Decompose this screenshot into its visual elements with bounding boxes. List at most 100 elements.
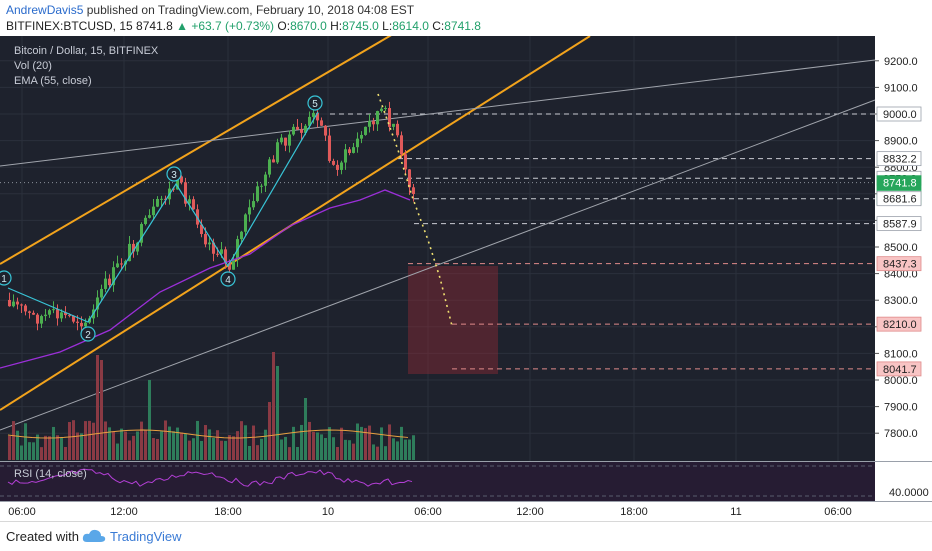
- volume-bar: [224, 440, 227, 460]
- volume-bar: [384, 446, 387, 460]
- candle: [56, 309, 59, 319]
- tradingview-brand-link[interactable]: TradingView: [110, 529, 182, 544]
- candle: [388, 108, 391, 127]
- candle: [80, 322, 83, 327]
- elliott-wave-path: [7, 111, 319, 323]
- time-tick-label: 06:00: [824, 506, 852, 518]
- created-with-text: Created with: [6, 529, 79, 544]
- volume-bar: [232, 436, 235, 460]
- volume-bar: [392, 438, 395, 460]
- upper-trendline: [0, 59, 876, 167]
- volume-bar: [40, 447, 43, 460]
- volume-bar: [288, 447, 291, 460]
- volume-bar: [388, 424, 391, 460]
- price-tag: [876, 216, 922, 232]
- tradingview-cloud-icon: [82, 529, 106, 542]
- candle: [284, 137, 287, 146]
- volume-bar: [360, 426, 363, 460]
- price-tick-label: 8400.0: [884, 269, 918, 281]
- published-text: published on TradingView.com, February 1…: [86, 3, 415, 17]
- candle: [364, 126, 367, 135]
- volume-bar: [368, 425, 371, 460]
- volume-bar: [356, 423, 359, 460]
- footer: Created with TradingView: [0, 521, 932, 551]
- price-tag-label: 8741.8: [883, 178, 917, 190]
- volume-bar: [168, 426, 171, 460]
- candle: [308, 116, 311, 126]
- candle: [116, 263, 119, 268]
- volume-bar: [76, 432, 79, 460]
- volume-bars: [7, 352, 415, 460]
- volume-bar: [156, 438, 159, 460]
- candle: [264, 174, 267, 186]
- candle: [368, 121, 371, 127]
- chart-legend: Bitcoin / Dollar, 15, BITFINEX Vol (20) …: [14, 45, 159, 87]
- price-tag: [876, 151, 922, 167]
- candle: [292, 126, 295, 135]
- candle: [248, 207, 251, 215]
- candle: [372, 121, 375, 125]
- candle: [112, 267, 115, 286]
- author-link[interactable]: AndrewDavis5: [6, 3, 84, 17]
- volume-bar: [332, 437, 335, 460]
- candle: [396, 123, 399, 136]
- price-tag-label: 8210.0: [883, 319, 917, 331]
- candle: [376, 111, 379, 125]
- volume-bar: [148, 380, 151, 460]
- candle: [324, 125, 327, 136]
- candle: [176, 176, 179, 190]
- candle: [96, 297, 99, 310]
- candle: [336, 164, 339, 170]
- candle: [48, 310, 51, 315]
- candle: [340, 162, 343, 170]
- volume-bar: [260, 438, 263, 460]
- projection-path: [377, 93, 453, 327]
- volume-bar: [108, 427, 111, 460]
- price-tick-label: 8100.0: [884, 348, 918, 360]
- volume-bar: [20, 445, 23, 460]
- volume-bar: [408, 439, 411, 460]
- candle: [316, 112, 319, 121]
- volume-bar: [172, 431, 175, 460]
- price-tick-label: 9100.0: [884, 82, 918, 94]
- candle: [192, 199, 195, 210]
- candle: [356, 138, 359, 148]
- candle: [220, 249, 223, 254]
- candle: [68, 315, 71, 317]
- chart-header: AndrewDavis5 published on TradingView.co…: [0, 0, 932, 36]
- volume-bar: [28, 442, 31, 460]
- candle: [44, 314, 47, 317]
- candle: [320, 120, 323, 126]
- candle: [244, 214, 247, 232]
- volume-bar: [112, 431, 115, 460]
- candle: [188, 199, 191, 204]
- volume-bar: [220, 440, 223, 460]
- volume-bar: [116, 443, 119, 460]
- candle: [328, 135, 331, 161]
- volume-bar: [240, 421, 243, 460]
- candle: [332, 160, 335, 165]
- volume-bar: [144, 430, 147, 460]
- price-tick-label: 7900.0: [884, 402, 918, 414]
- candle: [400, 135, 403, 155]
- volume-bar: [104, 421, 107, 460]
- volume-bar: [344, 439, 347, 460]
- price-chart[interactable]: 1 2 3 4 5 Bitcoin / Dollar, 15, BITFINEX Vol…: [0, 36, 932, 521]
- volume-bar: [244, 425, 247, 460]
- volume-bar: [400, 426, 403, 460]
- candle: [148, 215, 151, 218]
- price-tag: [876, 256, 922, 272]
- price-tag: [876, 361, 922, 377]
- candle: [184, 182, 187, 204]
- candle: [164, 198, 167, 200]
- wave-marker: [0, 270, 12, 286]
- candle: [208, 242, 211, 245]
- change-value: +63.7 (+0.73%): [191, 19, 275, 33]
- wave-marker: [80, 326, 96, 342]
- volume-bar: [236, 431, 239, 460]
- volume-bar: [100, 360, 103, 460]
- candle: [8, 300, 11, 307]
- time-tick-label: 18:00: [620, 506, 648, 518]
- volume-bar: [196, 420, 199, 460]
- candle: [360, 134, 363, 139]
